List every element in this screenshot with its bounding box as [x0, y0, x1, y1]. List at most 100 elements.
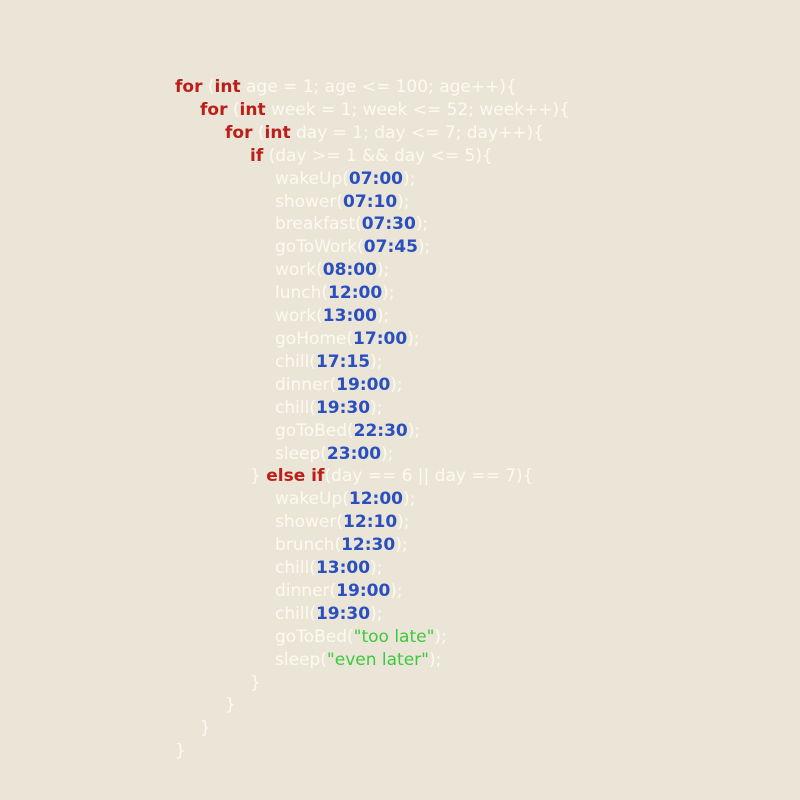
time-value: 12:00: [328, 283, 383, 304]
code-text: );: [395, 535, 408, 556]
code-text: }: [225, 695, 236, 716]
code-text: );: [390, 580, 403, 601]
code-text: wakeUp(: [275, 489, 349, 510]
code-text: work(: [275, 306, 323, 327]
code-line: goToBed(22:30);: [175, 420, 570, 443]
keyword-token: int: [264, 122, 291, 143]
code-line: for (int age = 1; age <= 100; age++){: [175, 76, 570, 99]
code-text: );: [376, 306, 390, 327]
time-value: 23:00: [326, 443, 382, 464]
code-text: work(: [275, 260, 323, 281]
code-text: }: [250, 672, 261, 693]
code-line: brunch(12:30);: [175, 534, 570, 557]
code-line: chill(19:30);: [175, 603, 570, 626]
code-text: );: [417, 237, 431, 258]
code-text: );: [370, 558, 383, 579]
code-text: lunch(: [275, 283, 329, 304]
code-text: );: [403, 489, 416, 510]
code-text: chill(: [275, 558, 316, 579]
time-value: 07:45: [363, 237, 418, 258]
code-text: goToBed(: [275, 626, 354, 647]
code-line: }: [175, 672, 570, 695]
code-line: }: [175, 740, 570, 763]
time-value: 08:00: [322, 260, 377, 281]
code-text: (day == 6 || day == 7){: [324, 466, 534, 487]
code-line: sleep("even later");: [175, 649, 570, 672]
code-line: wakeUp(07:00);: [175, 168, 570, 191]
code-text: goHome(: [275, 328, 354, 349]
code-line: dinner(19:00);: [175, 374, 570, 397]
code-text: (: [202, 77, 215, 97]
keyword-token: int: [239, 99, 266, 120]
code-text: );: [403, 168, 416, 189]
code-text: goToBed(: [275, 420, 354, 441]
code-text: brunch(: [275, 535, 342, 556]
code-text: );: [381, 443, 394, 464]
code-line: shower(12:10);: [175, 511, 570, 534]
code-text: );: [376, 260, 390, 281]
time-value: 19:00: [336, 580, 391, 601]
code-text: );: [390, 374, 403, 395]
keyword-token: if: [250, 145, 264, 166]
code-text: }: [200, 718, 211, 739]
time-value: 07:10: [343, 191, 398, 212]
code-text: week = 1; week <= 52; week++){: [265, 99, 570, 120]
time-value: 19:30: [315, 397, 371, 418]
code-text: age = 1; age <= 100; age++){: [240, 77, 517, 97]
time-value: 12:10: [343, 512, 398, 533]
string-literal: "too late": [353, 626, 435, 647]
code-text: }: [250, 466, 267, 487]
code-line: lunch(12:00);: [175, 282, 570, 305]
code-text: );: [428, 649, 442, 670]
keyword-token: for: [200, 99, 228, 120]
code-text: }: [175, 741, 186, 762]
code-text: );: [407, 328, 420, 349]
code-text: dinner(: [275, 580, 337, 601]
code-line: work(08:00);: [175, 259, 570, 282]
keyword-token: int: [214, 77, 241, 97]
code-text: day = 1; day <= 7; day++){: [290, 122, 544, 143]
time-value: 12:30: [341, 535, 396, 556]
keyword-token: for: [225, 122, 253, 143]
code-text: );: [415, 214, 429, 235]
code-text: sleep(: [275, 443, 327, 464]
code-text: (day >= 1 && day <= 5){: [263, 145, 493, 166]
code-line: goToWork(07:45);: [175, 236, 570, 259]
code-line: wakeUp(12:00);: [175, 488, 570, 511]
code-line: work(13:00);: [175, 305, 570, 328]
code-text: breakfast(: [275, 214, 362, 235]
code-line: chill(19:30);: [175, 397, 570, 420]
time-value: 12:00: [348, 489, 404, 510]
code-text: goToWork(: [275, 237, 364, 258]
code-text: (: [227, 99, 240, 120]
time-value: 07:30: [361, 214, 416, 235]
code-line: }: [175, 694, 570, 717]
code-line: dinner(19:00);: [175, 580, 570, 603]
code-text: shower(: [275, 191, 344, 212]
time-value: 17:15: [315, 351, 371, 372]
code-text: chill(: [275, 397, 316, 418]
code-line: breakfast(07:30);: [175, 213, 570, 236]
code-line: }: [175, 717, 570, 740]
time-value: 13:00: [322, 306, 377, 327]
code-text: chill(: [275, 351, 316, 372]
time-value: 22:30: [353, 420, 408, 441]
code-text: wakeUp(: [275, 168, 349, 189]
code-line: goToBed("too late");: [175, 626, 570, 649]
code-text: dinner(: [275, 374, 337, 395]
time-value: 07:00: [348, 168, 404, 189]
time-value: 19:30: [315, 603, 371, 624]
code-text: sleep(: [275, 649, 327, 670]
code-line: for (int week = 1; week <= 52; week++){: [175, 99, 570, 122]
code-line: shower(07:10);: [175, 191, 570, 214]
keyword-token: else if: [266, 466, 325, 487]
time-value: 13:00: [315, 558, 371, 579]
code-text: );: [382, 283, 395, 304]
code-line: chill(13:00);: [175, 557, 570, 580]
code-text: chill(: [275, 603, 316, 624]
code-text: );: [407, 420, 421, 441]
time-value: 17:00: [353, 328, 408, 349]
code-line: if (day >= 1 && day <= 5){: [175, 145, 570, 168]
keyword-token: for: [175, 77, 203, 97]
